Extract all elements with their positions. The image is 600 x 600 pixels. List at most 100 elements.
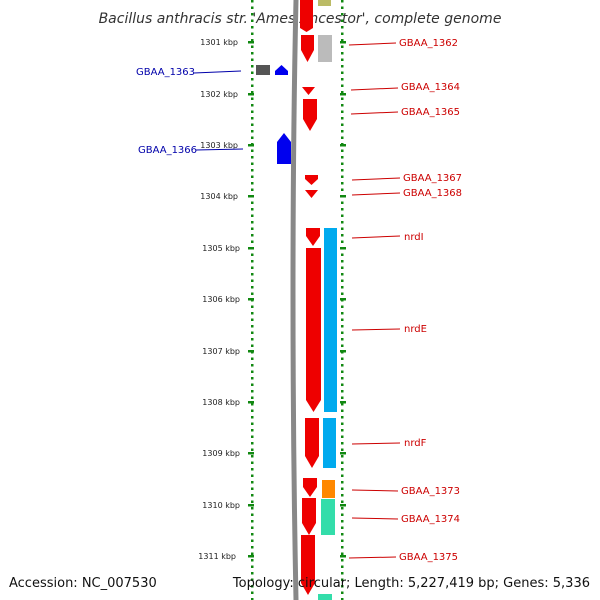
- gene-block-gbaa-1363-grey[interactable]: [256, 65, 270, 75]
- axis-tick-minor: [341, 461, 344, 464]
- axis-tick-minor: [251, 448, 254, 451]
- gene-block-nrdi[interactable]: [306, 228, 320, 246]
- kbp-label: 1303 kbp: [200, 141, 238, 150]
- axis-tick-minor: [341, 546, 344, 549]
- leader-lines: [193, 42, 401, 559]
- axis-tick-minor: [251, 442, 254, 445]
- axis-tick-minor: [251, 396, 254, 399]
- gene-label-gbaa-1362[interactable]: GBAA_1362: [399, 38, 458, 49]
- gene-block-gbaa-1365[interactable]: [303, 99, 317, 131]
- gene-block-gbaa-1375[interactable]: [301, 535, 315, 595]
- axis-tick-minor: [341, 559, 344, 562]
- axis-tick-minor: [341, 169, 344, 172]
- axis-tick-minor: [251, 182, 254, 185]
- axis-tick-minor: [251, 526, 254, 529]
- gene-label-gbaa-1375[interactable]: GBAA_1375: [399, 552, 458, 563]
- axis-tick-minor: [341, 325, 344, 328]
- axis-tick-major: [340, 555, 346, 558]
- axis-tick-minor: [341, 156, 344, 159]
- axis-tick-minor: [251, 481, 254, 484]
- axis-tick-minor: [341, 429, 344, 432]
- gene-block-nrdf[interactable]: [305, 418, 319, 468]
- kbp-label: 1310 kbp: [202, 501, 240, 510]
- gene-label-gbaa-1374[interactable]: GBAA_1374: [401, 514, 460, 525]
- gene-block-gbaa-1368[interactable]: [305, 190, 318, 198]
- axis-tick-minor: [341, 19, 344, 22]
- gene-block-gbaa-1373[interactable]: [303, 478, 317, 497]
- leader-line: [350, 87, 399, 91]
- axis-tick-minor: [251, 325, 254, 328]
- axis-tick-minor: [251, 201, 254, 204]
- axis-tick-minor: [251, 487, 254, 490]
- axis-tick-major: [248, 41, 254, 44]
- axis-tick-minor: [341, 253, 344, 256]
- axis-tick-minor: [251, 539, 254, 542]
- axis-tick-minor: [251, 318, 254, 321]
- axis-tick-minor: [251, 357, 254, 360]
- gene-label-nrdf[interactable]: nrdF: [404, 438, 427, 449]
- axis-tick-minor: [341, 188, 344, 191]
- kbp-label: 1307 kbp: [202, 347, 240, 356]
- axis-tick-minor: [251, 117, 254, 120]
- axis-tick-minor: [341, 110, 344, 113]
- gene-block-gbaa-1362-grey[interactable]: [318, 35, 332, 62]
- axis-tick-minor: [341, 123, 344, 126]
- gene-block-top-olive[interactable]: [318, 0, 331, 6]
- axis-tick-minor: [341, 45, 344, 48]
- axis-tick-minor: [341, 208, 344, 211]
- gene-label-gbaa-1373[interactable]: GBAA_1373: [401, 486, 460, 497]
- gene-block-gbaa-1361[interactable]: [300, 0, 313, 32]
- axis-tick-major: [248, 504, 254, 507]
- axis-tick-minor: [341, 539, 344, 542]
- axis-tick-minor: [341, 104, 344, 107]
- gene-block-gbaa-1374[interactable]: [302, 498, 316, 535]
- gene-block-nrde[interactable]: [306, 248, 321, 412]
- axis-tick-minor: [341, 331, 344, 334]
- axis-tick-minor: [341, 448, 344, 451]
- leader-line: [195, 148, 244, 151]
- gene-label-gbaa-1365[interactable]: GBAA_1365: [401, 107, 460, 118]
- axis-tick-minor: [251, 533, 254, 536]
- axis-tick-minor: [251, 390, 254, 393]
- gene-label-gbaa-1366[interactable]: GBAA_1366: [138, 145, 197, 156]
- axis-tick-minor: [251, 169, 254, 172]
- axis-tick-minor: [341, 32, 344, 35]
- axis-tick-minor: [251, 279, 254, 282]
- axis-tick-minor: [251, 13, 254, 16]
- axis-tick-minor: [341, 364, 344, 367]
- leader-line: [351, 517, 399, 520]
- axis-tick-minor: [251, 429, 254, 432]
- axis-tick-minor: [341, 130, 344, 133]
- axis-tick-minor: [251, 559, 254, 562]
- gene-block-gbaa-1362[interactable]: [301, 35, 314, 62]
- axis-tick-minor: [251, 208, 254, 211]
- gene-label-gbaa-1368[interactable]: GBAA_1368: [403, 188, 462, 199]
- gene-block-gbaa-1375-teal[interactable]: [318, 594, 332, 600]
- gene-block-gbaa-1373-orange[interactable]: [322, 480, 335, 498]
- leader-line: [350, 111, 399, 115]
- gene-label-nrdi[interactable]: nrdI: [404, 232, 424, 243]
- axis-tick-minor: [341, 344, 344, 347]
- gene-block-gbaa-1366[interactable]: [277, 133, 291, 164]
- axis-tick-major: [340, 195, 346, 198]
- axis-tick-minor: [341, 26, 344, 29]
- gene-label-gbaa-1364[interactable]: GBAA_1364: [401, 82, 460, 93]
- gene-block-gbaa-1363[interactable]: [275, 65, 288, 75]
- axis-tick-minor: [341, 578, 344, 581]
- axis-tick-minor: [341, 422, 344, 425]
- gene-block-gbaa-1364[interactable]: [302, 87, 315, 95]
- axis-tick-minor: [251, 364, 254, 367]
- gene-block-gbaa-1374-teal[interactable]: [321, 499, 335, 535]
- axis-tick-minor: [251, 253, 254, 256]
- axis-tick-minor: [341, 97, 344, 100]
- axis-tick-minor: [341, 182, 344, 185]
- gene-block-nrde-operon[interactable]: [324, 228, 337, 412]
- gene-block-gbaa-1367[interactable]: [305, 175, 318, 185]
- leader-line: [348, 42, 397, 46]
- gene-block-nrdf-operon[interactable]: [323, 418, 336, 468]
- gene-label-nrde[interactable]: nrdE: [404, 324, 427, 335]
- gene-label-gbaa-1367[interactable]: GBAA_1367: [403, 173, 462, 184]
- gene-label-gbaa-1363[interactable]: GBAA_1363: [136, 67, 195, 78]
- axis-tick-minor: [341, 78, 344, 81]
- axis-tick-minor: [341, 318, 344, 321]
